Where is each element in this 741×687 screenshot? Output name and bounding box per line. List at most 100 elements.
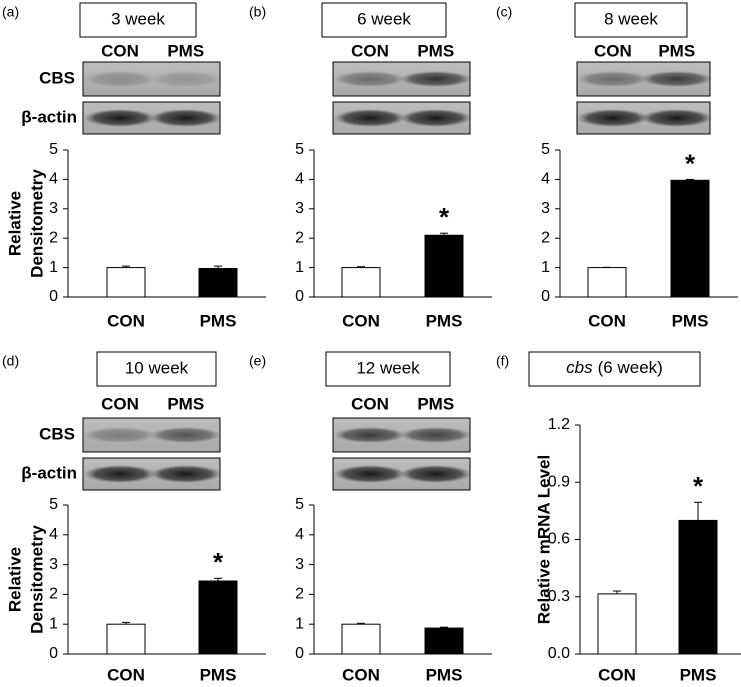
y-tick-label: 1 — [49, 615, 58, 632]
blot-band — [149, 71, 222, 87]
lane-label: CON — [101, 394, 139, 413]
blot-band — [640, 71, 713, 87]
x-tick-label: CON — [107, 311, 145, 330]
y-tick-label: 0 — [295, 288, 304, 305]
y-tick-label: 5 — [49, 141, 58, 158]
y-tick-label: 2 — [541, 229, 550, 246]
blot-band — [640, 109, 713, 127]
y-tick-label: 0.3 — [548, 588, 570, 605]
x-tick-label: PMS — [200, 311, 237, 330]
y-tick-label: 2 — [295, 586, 304, 603]
x-tick-label: PMS — [672, 311, 709, 330]
y-axis-label: Relative — [5, 547, 24, 612]
lane-label: PMS — [167, 41, 204, 60]
blot-band — [333, 427, 406, 443]
y-tick-label: 1 — [541, 259, 550, 276]
blot-band — [333, 109, 406, 127]
x-tick-label: PMS — [426, 311, 463, 330]
blot-band — [399, 427, 472, 443]
bar — [587, 267, 627, 298]
bar — [106, 267, 146, 298]
y-tick-label: 4 — [295, 171, 304, 188]
blot-band — [576, 109, 649, 127]
y-tick-label: 1 — [295, 259, 304, 276]
blot-label: CBS — [39, 424, 75, 443]
y-tick-label: 0 — [295, 645, 304, 662]
y-tick-label: 3 — [49, 556, 58, 573]
y-tick-label: 1 — [295, 615, 304, 632]
y-axis-label: Relative — [5, 191, 24, 256]
blot-band — [399, 465, 472, 483]
bar — [341, 623, 381, 655]
lane-label: PMS — [417, 394, 454, 413]
blot-band — [149, 465, 222, 483]
blot-band — [333, 465, 406, 483]
blot-band — [149, 109, 222, 127]
x-tick-label: CON — [342, 665, 380, 684]
y-axis-label: Relative mRNA Level — [534, 455, 553, 624]
y-tick-label: 1 — [49, 259, 58, 276]
panel-title: 10 week — [125, 358, 189, 377]
significance-mark: * — [685, 148, 696, 178]
panel-title: 3 week — [111, 9, 165, 28]
y-tick-label: 2 — [49, 586, 58, 603]
lane-label: PMS — [417, 41, 454, 60]
blot-band — [83, 465, 156, 483]
title-box — [574, 2, 688, 38]
x-tick-label: CON — [588, 311, 626, 330]
panel-label: (f) — [496, 353, 509, 369]
y-tick-label: 0 — [541, 288, 550, 305]
bar — [106, 623, 146, 655]
y-axis-label: Densitometry — [27, 525, 46, 634]
y-tick-label: 3 — [295, 200, 304, 217]
x-tick-label: CON — [598, 665, 636, 684]
title-box — [325, 351, 451, 387]
title-italic: cbs — [566, 358, 593, 377]
blot-band — [576, 71, 649, 87]
blot-band — [149, 427, 222, 443]
y-tick-label: 0.0 — [548, 645, 570, 662]
y-axis-label: Densitometry — [27, 169, 46, 278]
blot-band — [333, 71, 406, 87]
y-tick-label: 1.2 — [548, 416, 570, 433]
y-tick-label: 3 — [295, 556, 304, 573]
lane-label: CON — [351, 394, 389, 413]
y-tick-label: 5 — [541, 141, 550, 158]
title-box — [79, 2, 197, 38]
x-tick-label: PMS — [200, 665, 237, 684]
y-tick-label: 0 — [49, 645, 58, 662]
y-tick-label: 5 — [49, 496, 58, 513]
y-tick-label: 4 — [49, 171, 58, 188]
panel-label: (a) — [2, 4, 19, 20]
bar — [341, 267, 381, 298]
title-box — [528, 351, 701, 387]
blot-label: β-actin — [21, 107, 77, 126]
panel-label: (d) — [2, 353, 19, 369]
blot-band — [83, 71, 156, 87]
lane-label: PMS — [167, 394, 204, 413]
panel-label: (c) — [496, 4, 512, 20]
bar — [198, 580, 238, 655]
blot-band — [83, 109, 156, 127]
panel-label: (e) — [249, 353, 266, 369]
y-tick-label: 0.9 — [548, 473, 570, 490]
x-tick-label: CON — [107, 665, 145, 684]
bar — [597, 593, 637, 655]
panel-title: 8 week — [604, 9, 658, 28]
y-tick-label: 5 — [295, 496, 304, 513]
panel-title: 12 week — [356, 358, 420, 377]
significance-mark: * — [439, 202, 450, 232]
lane-label: CON — [101, 41, 139, 60]
x-tick-label: PMS — [426, 665, 463, 684]
y-tick-label: 3 — [49, 200, 58, 217]
significance-mark: * — [693, 471, 704, 501]
x-tick-label: PMS — [680, 665, 717, 684]
bar — [198, 267, 238, 298]
x-tick-label: CON — [342, 311, 380, 330]
title-box — [321, 2, 447, 38]
panel-title: 6 week — [357, 9, 411, 28]
y-tick-label: 3 — [541, 200, 550, 217]
lane-label: CON — [594, 41, 632, 60]
y-tick-label: 2 — [49, 229, 58, 246]
